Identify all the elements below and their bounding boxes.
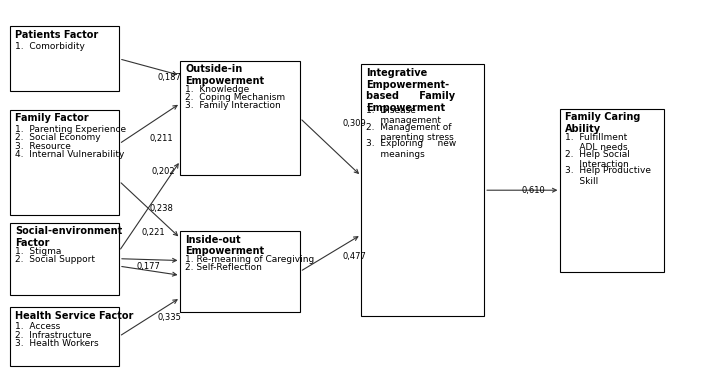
Text: 3.  Help Productive
     Skill: 3. Help Productive Skill	[565, 166, 651, 186]
Text: Family Caring
Ability: Family Caring Ability	[565, 112, 641, 134]
Text: 2.  Social Economy: 2. Social Economy	[15, 134, 101, 142]
Text: 0,477: 0,477	[343, 253, 367, 261]
Text: 2.  Management of
     parenting stress: 2. Management of parenting stress	[366, 122, 454, 142]
Bar	[10, 307, 119, 366]
Text: Social-environment
Factor: Social-environment Factor	[15, 226, 123, 248]
Text: 1.  Knowledge: 1. Knowledge	[185, 85, 250, 94]
Text: 1.  Stigma: 1. Stigma	[15, 247, 61, 256]
Text: 0,177: 0,177	[137, 261, 161, 270]
Bar	[560, 109, 664, 272]
Bar	[180, 231, 300, 312]
Text: 0,202: 0,202	[151, 167, 175, 176]
Text: Integrative
Empowerment-
based      Family
Empowerment: Integrative Empowerment- based Family Em…	[366, 68, 455, 113]
Text: 1. Re-meaning of Caregiving: 1. Re-meaning of Caregiving	[185, 255, 314, 264]
Text: 0,238: 0,238	[149, 204, 173, 213]
Text: 1.  Comorbidity: 1. Comorbidity	[15, 42, 85, 51]
Text: 3.  Family Interaction: 3. Family Interaction	[185, 101, 281, 110]
Text: 3.  Exploring     new
     meanings: 3. Exploring new meanings	[366, 139, 456, 159]
Text: Outside-in
Empowerment: Outside-in Empowerment	[185, 64, 264, 86]
Text: 0,335: 0,335	[158, 313, 182, 322]
Text: Family Factor: Family Factor	[15, 113, 89, 123]
Text: 0,610: 0,610	[521, 186, 545, 195]
Bar	[361, 64, 484, 316]
Bar	[10, 110, 119, 215]
Text: Health Service Factor: Health Service Factor	[15, 311, 133, 320]
Text: 3.  Health Workers: 3. Health Workers	[15, 339, 99, 348]
Text: 2.  Social Support: 2. Social Support	[15, 255, 95, 264]
Text: 0,211: 0,211	[149, 134, 173, 143]
Bar	[180, 61, 300, 175]
Text: 3.  Resource: 3. Resource	[15, 142, 71, 151]
Text: Patients Factor: Patients Factor	[15, 30, 98, 40]
Text: 0,309: 0,309	[343, 119, 367, 128]
Bar	[10, 223, 119, 295]
Bar	[10, 26, 119, 91]
Text: Inside-out
Empowerment: Inside-out Empowerment	[185, 235, 264, 256]
Text: 1.  Fulfillment
     ADL needs: 1. Fulfillment ADL needs	[565, 133, 628, 152]
Text: 2.  Coping Mechanism: 2. Coping Mechanism	[185, 93, 286, 102]
Text: 0,221: 0,221	[141, 228, 165, 237]
Text: 2.  Help Social
     Interaction: 2. Help Social Interaction	[565, 150, 630, 169]
Text: 1.  Disease
     management: 1. Disease management	[366, 106, 441, 125]
Text: 0,187: 0,187	[158, 73, 182, 82]
Text: 4.  Internal Vulnerability: 4. Internal Vulnerability	[15, 150, 125, 159]
Text: 1.  Parenting Experience: 1. Parenting Experience	[15, 125, 126, 134]
Text: 2.  Infrastructure: 2. Infrastructure	[15, 330, 92, 339]
Text: 1.  Access: 1. Access	[15, 322, 61, 331]
Text: 2. Self-Reflection: 2. Self-Reflection	[185, 263, 262, 272]
